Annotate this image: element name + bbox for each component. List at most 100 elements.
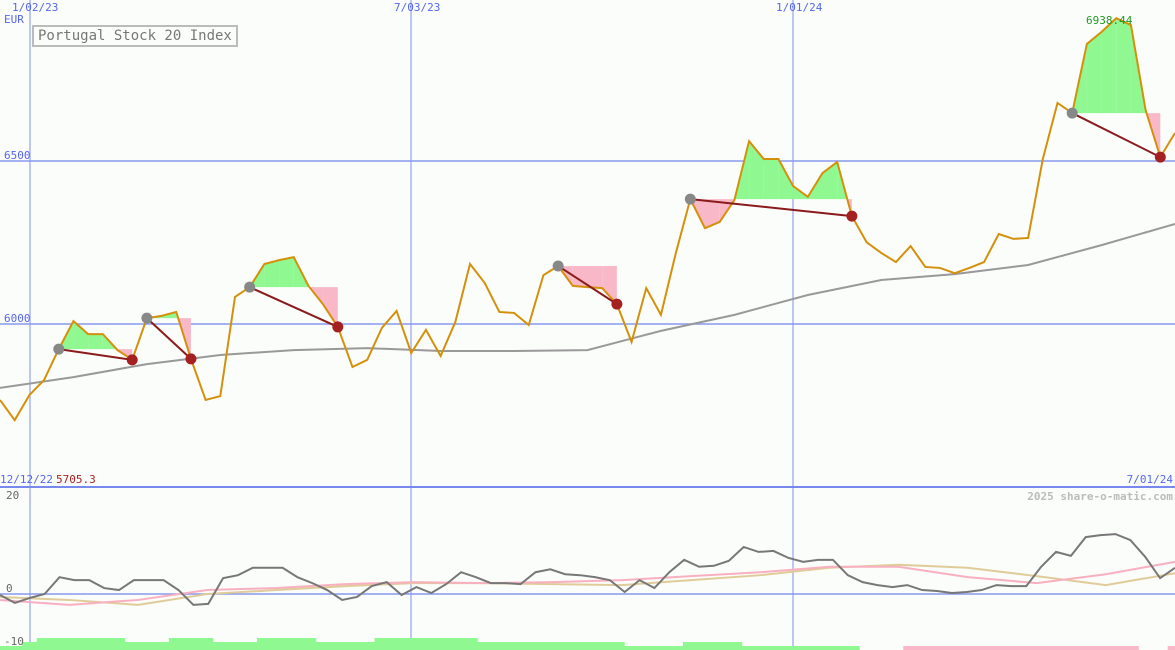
x-tick-label: 1/02/23 [12, 1, 59, 14]
y-tick-label: 6500 [4, 149, 31, 162]
histogram-bar [286, 638, 302, 650]
histogram-bar [829, 646, 846, 650]
histogram-bar [22, 642, 38, 650]
sell-marker [846, 210, 858, 222]
histogram-bar [727, 642, 743, 650]
histogram-bar [609, 642, 625, 650]
trade-fill [587, 265, 603, 289]
y-tick-label: 6000 [4, 312, 31, 325]
histogram-bar [1064, 646, 1081, 650]
histogram-bar [36, 638, 52, 650]
signal-tan-line [0, 563, 1175, 606]
buy-marker [244, 281, 256, 293]
histogram-bar [506, 642, 522, 650]
histogram-bar [903, 646, 919, 650]
histogram-bar [374, 638, 390, 650]
histogram-bar [492, 642, 508, 650]
histogram-bar [697, 642, 713, 650]
peak-value-label: 6938.44 [1086, 14, 1133, 27]
histogram-bar [462, 638, 478, 650]
histogram-bar [580, 642, 596, 650]
histogram-bar [389, 638, 405, 650]
histogram-bar [212, 642, 229, 650]
trade-fill [778, 159, 794, 200]
histogram-bar [536, 642, 552, 650]
histogram-bar [638, 646, 655, 650]
histogram-bar [815, 646, 831, 650]
buy-marker [684, 193, 696, 205]
histogram-bar [1094, 646, 1110, 650]
histogram-bar [154, 642, 170, 650]
sell-marker [611, 298, 623, 310]
y-tick-label: 0 [6, 582, 13, 595]
histogram-bar [741, 646, 757, 650]
histogram-bar [550, 642, 566, 650]
histogram-bar [917, 646, 934, 650]
currency-label: EUR [4, 13, 24, 26]
trade-line [1071, 112, 1161, 158]
trade-fill [1086, 31, 1102, 114]
start-date-label: 12/12/22 [0, 473, 53, 486]
histogram-bar [947, 646, 963, 650]
histogram-bar [433, 638, 449, 650]
histogram-bar [315, 642, 331, 650]
trade-fill [264, 260, 280, 288]
trade-fill [763, 159, 779, 200]
moving-average-line [0, 222, 1175, 389]
histogram-bar [198, 638, 214, 650]
trade-fill [88, 334, 103, 350]
trade-line [58, 348, 133, 361]
histogram-bar [418, 638, 434, 650]
histogram-bar [1167, 646, 1175, 650]
histogram-bar [1020, 646, 1036, 650]
histogram-bar [110, 638, 126, 650]
start-value-label: 5705.3 [56, 473, 96, 486]
histogram-bar [668, 646, 684, 650]
price-line [0, 17, 1175, 422]
trade-fill [705, 199, 720, 229]
trade-fill [1101, 18, 1117, 114]
histogram-bar [1108, 646, 1125, 650]
histogram-bar [653, 646, 669, 650]
histogram-bar [7, 646, 23, 650]
trade-fill [73, 321, 89, 350]
histogram-bar [1006, 646, 1022, 650]
histogram-bar [1050, 646, 1066, 650]
sell-marker [1154, 151, 1166, 163]
histogram-bar [95, 638, 111, 650]
histogram-bar [624, 646, 640, 650]
histogram-bar [330, 642, 346, 650]
histogram-bar [594, 642, 611, 650]
histogram-bar [242, 642, 258, 650]
histogram-bar [712, 642, 728, 650]
histogram-bar [565, 642, 581, 650]
sell-marker [332, 321, 344, 333]
x-tick-label: 7/03/23 [394, 1, 441, 14]
trade-line [557, 265, 618, 305]
histogram-bar [227, 642, 243, 650]
copyright-label: 2025 share-o-matic.com [1027, 490, 1173, 503]
buy-marker [1066, 107, 1078, 119]
histogram-bar [1079, 646, 1095, 650]
chart-title: Portugal Stock 20 Index [32, 25, 238, 47]
buy-marker [141, 312, 153, 324]
histogram-bar [800, 646, 816, 650]
sell-marker [126, 354, 138, 366]
histogram-bar [301, 638, 317, 650]
trade-line [146, 317, 192, 360]
trade-line [690, 198, 852, 218]
x-tick-label: 1/01/24 [776, 1, 823, 14]
histogram-bar [271, 638, 287, 650]
histogram-bar [124, 642, 141, 650]
histogram-bar [139, 642, 155, 650]
histogram-bar [932, 646, 948, 650]
trade-fill [1116, 18, 1131, 114]
y-tick-label: -10 [4, 635, 24, 648]
buy-marker [552, 260, 564, 272]
histogram-bar [183, 638, 199, 650]
histogram-bar [991, 646, 1007, 650]
histogram-bar [66, 638, 82, 650]
trade-line [249, 286, 339, 328]
histogram-bar [962, 646, 978, 650]
